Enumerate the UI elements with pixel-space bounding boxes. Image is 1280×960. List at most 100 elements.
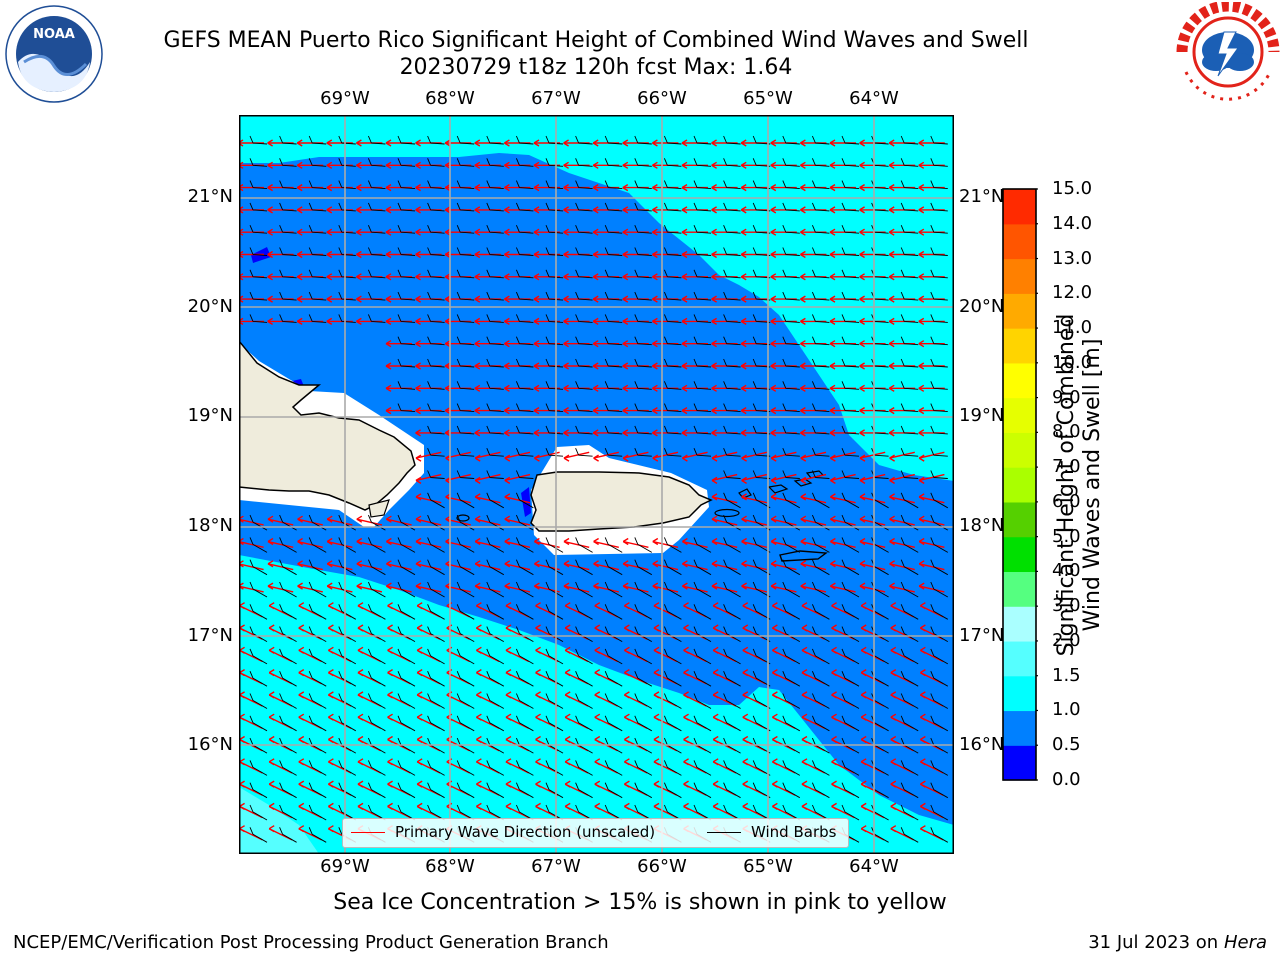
wind-barb [427, 537, 445, 553]
wind-barb [663, 247, 682, 256]
lat-tick-left-17: 17°N [187, 625, 233, 646]
primary-wave-direction-arrow [890, 758, 914, 774]
wind-barb [338, 225, 356, 234]
primary-wave-direction-arrow [505, 602, 530, 618]
primary-wave-direction-arrow [564, 668, 589, 685]
primary-wave-direction-arrow [741, 582, 767, 593]
primary-wave-direction-arrow [268, 780, 293, 796]
wind-barb [486, 559, 505, 576]
wind-barb [367, 291, 386, 301]
primary-wave-direction-arrow [888, 183, 916, 192]
primary-wave-direction-arrow [711, 582, 738, 593]
primary-wave-direction-arrow [859, 451, 886, 462]
wind-barb [427, 581, 445, 598]
primary-wave-direction-arrow [801, 780, 826, 796]
wind-barb [249, 581, 268, 598]
primary-wave-direction-arrow [770, 228, 797, 236]
colorbar-tick-label: 2.0 [1052, 629, 1081, 651]
wind-barb [427, 135, 445, 145]
primary-wave-direction-arrow [564, 602, 589, 618]
primary-wave-direction-arrow [504, 228, 531, 236]
primary-wave-direction-arrow [267, 273, 294, 281]
wind-barb [308, 559, 327, 576]
primary-wave-direction-arrow [831, 758, 855, 774]
primary-wave-direction-arrow [918, 295, 945, 303]
colorbar-tick-label: 1.0 [1052, 699, 1081, 721]
wind-barb [723, 626, 741, 642]
wind-barb [723, 581, 741, 598]
primary-wave-direction-arrow [504, 317, 531, 326]
wind-barb [634, 537, 653, 553]
wind-barb [900, 626, 919, 642]
wind-barb [930, 715, 949, 732]
wind-barb [723, 425, 741, 435]
primary-wave-direction-arrow [387, 646, 411, 663]
wind-barb [723, 314, 741, 323]
primary-wave-direction-arrow [622, 560, 649, 571]
primary-wave-direction-arrow [357, 758, 382, 774]
primary-wave-direction-arrow [476, 646, 500, 663]
wind-barb [841, 737, 860, 754]
primary-wave-direction-arrow [859, 515, 886, 526]
wind-barb [841, 381, 860, 390]
wind-barb [486, 247, 504, 256]
primary-wave-direction-arrow [830, 515, 856, 526]
primary-wave-direction-arrow [298, 646, 322, 663]
wind-barb [427, 559, 445, 576]
primary-wave-direction-arrow [356, 273, 383, 281]
wind-barb [900, 715, 919, 732]
primary-wave-direction-arrow [711, 273, 738, 281]
primary-wave-direction-arrow [415, 473, 442, 484]
primary-wave-direction-arrow [593, 537, 619, 548]
primary-wave-direction-arrow [415, 250, 442, 259]
primary-wave-direction-arrow [653, 624, 678, 640]
primary-wave-direction-arrow [888, 161, 916, 169]
primary-wave-direction-arrow [890, 780, 914, 796]
wind-barb [575, 158, 593, 167]
primary-wave-direction-arrow [356, 582, 383, 593]
primary-wave-direction-arrow [328, 646, 352, 663]
primary-wave-direction-arrow [888, 384, 916, 392]
wind-barb [811, 648, 830, 665]
wind-barb [841, 358, 860, 368]
wind-barb [397, 336, 416, 346]
primary-wave-direction-arrow [385, 406, 412, 415]
wind-barb [604, 604, 623, 620]
wind-barb [456, 247, 475, 256]
primary-wave-direction-arrow [268, 825, 293, 841]
primary-wave-direction-arrow [888, 139, 916, 147]
wind-barb [427, 604, 445, 620]
primary-wave-direction-arrow [712, 668, 737, 685]
wind-barb [249, 225, 268, 234]
primary-wave-direction-arrow [385, 250, 412, 259]
primary-wave-direction-arrow [800, 384, 827, 392]
wind-barb [693, 158, 712, 167]
primary-wave-direction-arrow [711, 295, 738, 303]
wind-barb [663, 537, 682, 553]
footer-date: 31 Jul 2023 on Hera [1088, 932, 1267, 953]
map-frame [239, 115, 954, 854]
primary-wave-direction-arrow [387, 624, 411, 640]
wind-barb [841, 470, 860, 479]
wind-barb [308, 158, 327, 167]
wind-barb [279, 804, 297, 821]
primary-wave-direction-arrow [860, 624, 885, 640]
primary-wave-direction-arrow [504, 340, 531, 348]
primary-wave-direction-arrow [356, 228, 383, 236]
primary-wave-direction-arrow [622, 250, 649, 259]
wind-barb [634, 180, 652, 190]
wind-barb [930, 827, 949, 843]
primary-wave-direction-arrow [297, 537, 323, 548]
primary-wave-direction-arrow [711, 560, 738, 571]
primary-wave-direction-arrow [326, 228, 353, 236]
primary-wave-direction-arrow [741, 537, 767, 548]
primary-wave-direction-arrow [385, 295, 412, 303]
wind-barb [604, 225, 623, 234]
wind-barb [486, 425, 504, 435]
primary-wave-direction-arrow [770, 582, 797, 593]
primary-wave-direction-arrow [741, 560, 767, 571]
primary-wave-direction-arrow [859, 560, 886, 571]
wind-barb [456, 403, 475, 413]
primary-wave-direction-arrow [624, 602, 648, 618]
wind-barb [486, 314, 504, 323]
